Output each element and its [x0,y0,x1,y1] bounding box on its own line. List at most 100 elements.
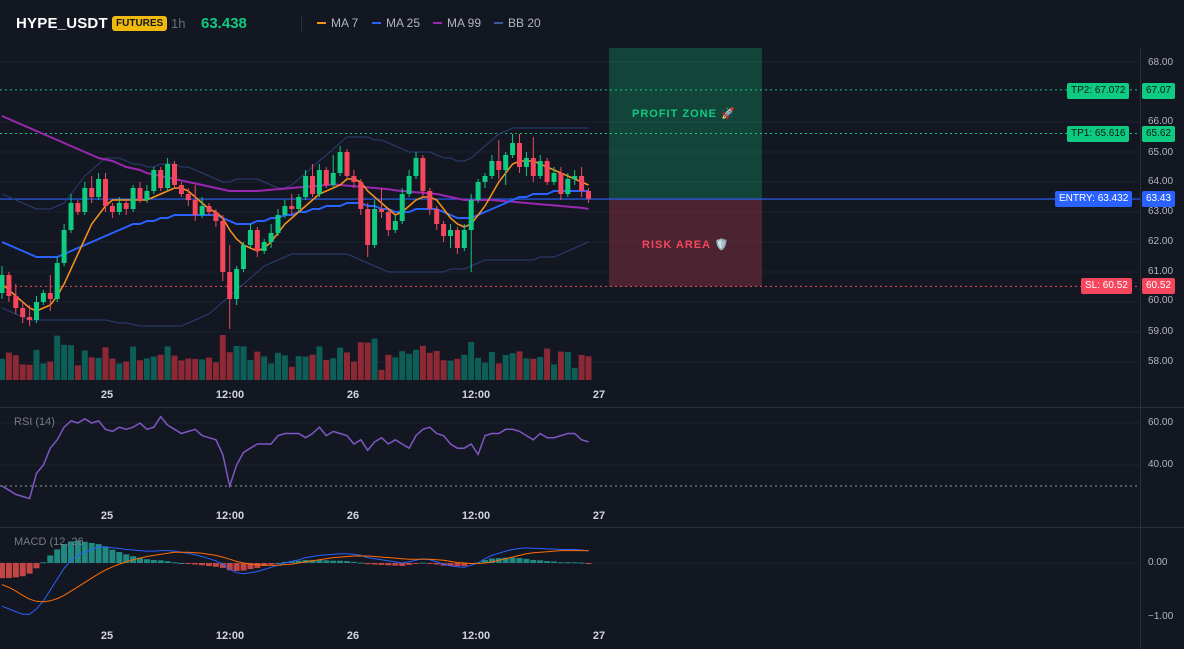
volume-bar [475,357,482,380]
candle-body [510,143,516,155]
ma99-swatch [433,22,442,24]
volume-bar [309,354,316,380]
tp2-tag[interactable]: TP2: 67.072 [1067,83,1130,99]
macd-histogram-bar [530,559,537,563]
bb-upper-line [1,127,589,210]
candle-body [89,188,95,197]
entry-tag[interactable]: ENTRY: 63.432 [1055,191,1133,207]
macd-histogram-bar [68,541,74,563]
volume-bar [185,358,192,380]
candle-body [137,188,143,200]
macd-histogram-bar [357,562,364,564]
candle-body [558,173,564,194]
candle-body [496,161,502,170]
macd-histogram-bar [226,563,233,571]
candle-body [275,215,281,233]
candle-body [296,197,302,209]
time-axis-label: 12:00 [461,389,491,401]
macd-histogram-bar [482,559,488,563]
volume-bar [26,364,33,380]
macd-histogram-bar [564,562,571,564]
candle-body [178,185,184,194]
time-axis-label: 12:00 [215,510,245,522]
volume-bar [61,344,68,380]
candle-body [441,224,447,236]
pane-separator-macd[interactable] [0,527,1184,528]
candle-body [82,188,88,212]
macd-histogram-bar [12,563,19,578]
candle-body [323,170,329,185]
candle-body [289,206,295,209]
volume-bar [440,360,447,380]
volume-bar [482,362,488,380]
sl-axis-tag: 60.52 [1142,278,1176,294]
volume-bar [157,354,164,380]
volume-bar [378,369,385,380]
volume-bar [371,338,378,380]
sl-tag[interactable]: SL: 60.52 [1081,278,1132,294]
candle-body [413,158,419,176]
legend-ma99[interactable]: MA 99 [433,16,481,30]
symbol-name[interactable]: HYPE_USDT [16,15,108,32]
volume-bar [344,352,350,380]
time-axis-label: 12:00 [215,389,245,401]
macd-histogram-bar [95,544,102,563]
tp2-axis-tag: 67.07 [1142,83,1176,99]
volume-bar [212,362,219,380]
legend-ma7[interactable]: MA 7 [317,16,358,30]
macd-histogram-bar [392,563,399,566]
volume-bar [302,356,309,380]
macd-title[interactable]: MACD (12, 26 [14,536,84,548]
macd-histogram-bar [350,561,357,563]
candle-body [116,203,122,212]
macd-histogram-bar [537,560,544,563]
volume-bar [571,367,578,380]
candle-body [454,230,460,248]
risk-area-label: RISK AREA 🛡️ [642,239,730,251]
candle-body [47,293,53,299]
candle-body [358,182,364,209]
candle-body [351,176,357,182]
macd-histogram-bar [364,563,371,565]
candle-body [489,161,495,176]
time-axis-label: 25 [100,510,114,522]
volume-bar [399,351,406,380]
legend-ma25[interactable]: MA 25 [372,16,420,30]
macd-histogram-bar [185,563,192,564]
futures-badge: FUTURES [112,16,168,31]
volume-bar [357,342,364,380]
legend-bb20[interactable]: BB 20 [494,16,541,30]
macd-histogram-bar [54,549,61,563]
volume-bar [385,354,392,380]
candle-body [103,179,108,206]
macd-histogram-bar [26,563,33,574]
candle-body [185,194,191,200]
candle-body [365,209,371,245]
tp1-axis-tag: 65.62 [1142,126,1176,142]
candle-body [151,170,157,191]
volume-bar [426,352,433,380]
rsi-title[interactable]: RSI (14) [14,416,55,428]
candle-body [220,221,226,272]
macd-histogram-bar [544,561,551,563]
price-axis-label: 64.00 [1148,176,1174,187]
timeframe-label[interactable]: 1h [171,16,186,31]
volume-bar [537,357,544,380]
macd-histogram-bar [261,563,268,567]
price-axis-label: 66.00 [1148,116,1174,127]
volume-bar [261,356,268,380]
macd-histogram-bar [171,562,178,564]
candle-body [192,200,198,215]
volume-bar [406,353,413,380]
macd-histogram-bar [578,562,585,564]
candle-body [530,158,536,176]
volume-bar [178,360,185,380]
tp1-tag[interactable]: TP1: 65.616 [1067,126,1130,142]
macd-histogram-bar [178,563,185,564]
macd-histogram-bar [557,562,564,564]
candle-body [206,206,212,212]
pane-separator-rsi[interactable] [0,407,1184,408]
candle-body [234,269,240,299]
